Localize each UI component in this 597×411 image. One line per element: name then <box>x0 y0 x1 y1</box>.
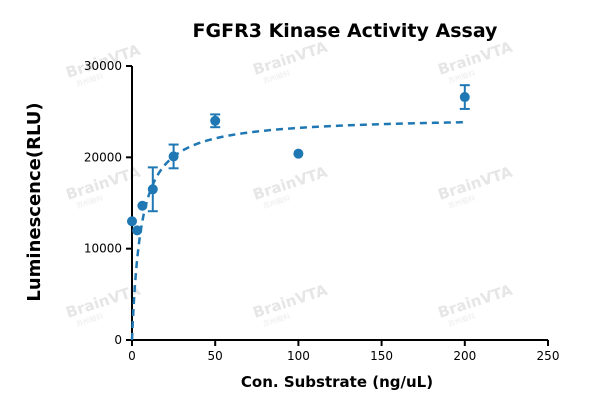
data-point <box>210 115 221 126</box>
x-tick-label: 0 <box>128 349 136 363</box>
watermark-logo: BrainVTA <box>251 281 330 322</box>
data-point <box>459 92 470 103</box>
y-tick-label: 30000 <box>84 59 122 73</box>
y-tick-label: 0 <box>114 333 122 347</box>
y-tick-label: 10000 <box>84 242 122 256</box>
x-axis-label: Con. Substrate (ng/uL) <box>241 373 433 391</box>
watermark-logo: BrainVTA <box>436 38 515 79</box>
x-tick-label: 150 <box>370 349 393 363</box>
watermark-logo: BrainVTA <box>251 163 330 204</box>
x-tick-label: 100 <box>287 349 310 363</box>
watermark-logo: BrainVTA <box>436 163 515 204</box>
data-point <box>132 225 143 236</box>
data-point <box>168 151 179 162</box>
data-point <box>127 216 137 227</box>
x-tick-label: 50 <box>208 349 223 363</box>
axes: 0 10000 20000 30000 0 50 100 150 200 250 <box>84 59 560 363</box>
data-point <box>147 184 158 195</box>
y-tick-label: 20000 <box>84 150 122 164</box>
x-tick-label: 200 <box>453 349 476 363</box>
watermark-logo: BrainVTA <box>251 38 330 79</box>
x-tick-label: 250 <box>537 349 560 363</box>
y-axis-label: Luminescence(RLU) <box>24 102 45 301</box>
chart-title: FGFR3 Kinase Activity Assay <box>193 20 499 42</box>
data-points <box>127 84 470 236</box>
data-point <box>137 200 148 211</box>
watermark-logo: BrainVTA <box>436 281 515 322</box>
data-point <box>293 148 304 159</box>
